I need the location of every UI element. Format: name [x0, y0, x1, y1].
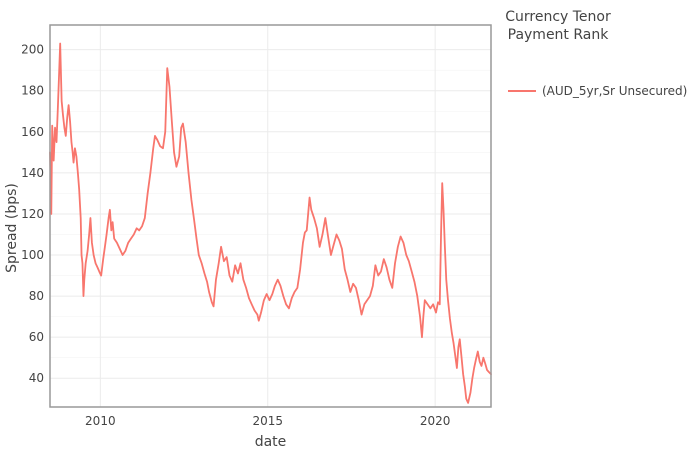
y-tick-label: 140 [21, 166, 44, 180]
y-tick-label: 100 [21, 248, 44, 262]
y-tick-label: 200 [21, 43, 44, 57]
y-axis-title: Spread (bps) [4, 183, 20, 273]
grid [50, 25, 491, 407]
x-tick-label: 2010 [85, 414, 116, 428]
y-axis-ticks: 40 60 80 100 120 140 160 180 200 [21, 43, 44, 386]
legend: Currency Tenor Payment Rank (AUD_5yr,Sr … [505, 9, 687, 98]
plot-frame [49, 24, 492, 408]
y-tick-label: 120 [21, 207, 44, 221]
y-tick-label: 60 [29, 330, 44, 344]
y-tick-label: 160 [21, 125, 44, 139]
series-layer [49, 42, 492, 404]
legend-series-label: (AUD_5yr,Sr Unsecured) [542, 84, 687, 98]
legend-title-line-1: Currency Tenor [505, 9, 611, 25]
x-axis-title: date [255, 434, 287, 450]
x-tick-label: 2015 [252, 414, 283, 428]
y-tick-label: 80 [29, 289, 44, 303]
x-tick-label: 2020 [420, 414, 451, 428]
y-tick-label: 40 [29, 371, 44, 385]
legend-title-line-2: Payment Rank [508, 27, 610, 43]
x-axis-ticks: 2010 2015 2020 [85, 414, 450, 428]
y-tick-label: 180 [21, 84, 44, 98]
series-line [49, 42, 492, 404]
